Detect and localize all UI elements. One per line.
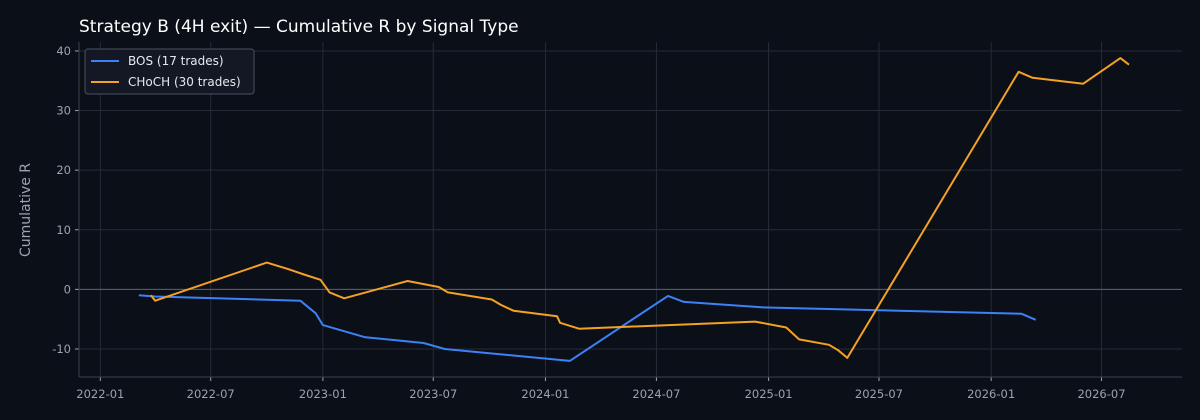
x-tick-label: 2023-01 bbox=[299, 387, 347, 401]
chart-title: Strategy B (4H exit) — Cumulative R by S… bbox=[79, 17, 519, 37]
axes: -10 0 10 20 30 40 2022-01 2022-07 2023-01 2023-07… bbox=[52, 42, 1182, 401]
y-tick-label: -10 bbox=[52, 342, 71, 356]
x-tick-label: 2025-01 bbox=[745, 387, 793, 401]
x-tick-label: 2026-01 bbox=[967, 387, 1015, 401]
y-tick-label: 20 bbox=[56, 163, 71, 177]
x-tick-label: 2024-07 bbox=[632, 387, 680, 401]
y-axis-label: Cumulative R bbox=[18, 163, 34, 257]
x-tick-label: 2026-07 bbox=[1077, 387, 1125, 401]
legend-label: CHoCH (30 trades) bbox=[128, 75, 241, 89]
series-line-bos bbox=[138, 294, 1037, 362]
series-line-choch bbox=[150, 57, 1130, 359]
x-tick-label: 2025-07 bbox=[855, 387, 903, 401]
legend: BOS (17 trades) CHoCH (30 trades) bbox=[84, 48, 255, 95]
x-tick-label: 2023-07 bbox=[409, 387, 457, 401]
x-tick-label: 2024-01 bbox=[521, 387, 569, 401]
series-lines bbox=[138, 57, 1130, 362]
y-tick-label: 10 bbox=[56, 223, 71, 237]
y-tick-label: 0 bbox=[64, 282, 71, 296]
legend-label: BOS (17 trades) bbox=[128, 54, 224, 68]
x-tick-label: 2022-07 bbox=[187, 387, 235, 401]
y-tick-label: 40 bbox=[56, 44, 71, 58]
x-tick-label: 2022-01 bbox=[76, 387, 124, 401]
grid bbox=[79, 42, 1182, 377]
y-tick-label: 30 bbox=[56, 104, 71, 118]
legend-box bbox=[84, 48, 255, 95]
